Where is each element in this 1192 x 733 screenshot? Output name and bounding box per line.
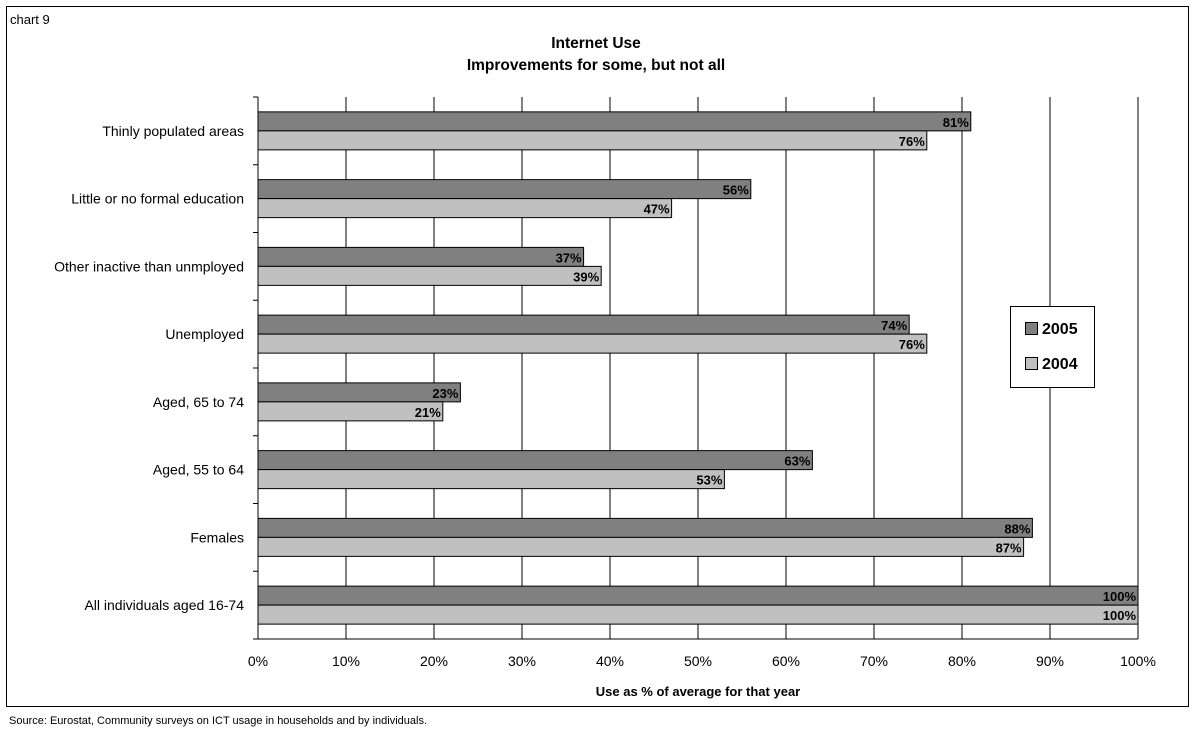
x-tick-label: 40% — [596, 653, 624, 669]
chart-title: Internet Use Improvements for some, but … — [0, 33, 1192, 77]
data-label-2005: 23% — [432, 386, 458, 401]
bar-2005 — [257, 517, 1033, 538]
category-label: Thinly populated areas — [102, 123, 244, 139]
x-tick-label: 20% — [420, 653, 448, 669]
bar-2005 — [257, 314, 910, 335]
data-label-2005: 56% — [723, 183, 749, 198]
x-tick-label: 30% — [508, 653, 536, 669]
x-tick-label: 80% — [948, 653, 976, 669]
x-tick-label: 100% — [1120, 653, 1156, 669]
data-label-2005: 74% — [881, 318, 907, 333]
bar-2004 — [257, 333, 928, 354]
legend-item-2004: 2004 — [1025, 356, 1078, 374]
category-label: Aged, 65 to 74 — [153, 394, 244, 410]
category-label: Little or no formal education — [71, 191, 244, 207]
data-label-2004: 53% — [696, 473, 722, 488]
x-axis-label: Use as % of average for that year — [596, 684, 800, 699]
data-label-2004: 76% — [899, 337, 925, 352]
category-label: All individuals aged 16-74 — [84, 597, 244, 613]
data-label-2004: 47% — [644, 202, 670, 217]
legend-label-2004: 2004 — [1042, 356, 1078, 373]
category-label: Other inactive than unmployed — [54, 258, 244, 274]
bar-2005 — [257, 111, 972, 132]
chart-subtitle: Improvements for some, but not all — [466, 57, 726, 74]
chart-number-label: chart 9 — [10, 12, 50, 27]
legend-item-2005: 2005 — [1025, 321, 1078, 339]
bar-2005 — [257, 382, 461, 403]
data-label-2004: 39% — [573, 269, 599, 284]
bar-2004 — [257, 198, 673, 219]
bar-2005 — [257, 179, 752, 200]
data-label-2005: 63% — [784, 454, 810, 469]
legend-swatch-2005 — [1025, 322, 1038, 335]
bar-2005 — [257, 585, 1139, 606]
x-tick-label: 60% — [772, 653, 800, 669]
bar-2005 — [257, 450, 813, 471]
x-tick-label: 0% — [248, 653, 268, 669]
bar-2005 — [257, 246, 585, 267]
bar-2004 — [257, 265, 602, 286]
bar-2004 — [257, 604, 1139, 625]
bar-2004 — [257, 130, 928, 151]
data-label-2005: 81% — [943, 115, 969, 130]
source-note: Source: Eurostat, Community surveys on I… — [9, 715, 428, 727]
data-label-2005: 37% — [556, 250, 582, 265]
bar-2004 — [257, 401, 444, 422]
x-tick-label: 50% — [684, 653, 712, 669]
bar-2004 — [257, 469, 725, 490]
category-label: Unemployed — [165, 326, 244, 342]
bar-2004 — [257, 536, 1025, 557]
legend-swatch-2004 — [1025, 357, 1038, 370]
data-label-2004: 100% — [1103, 608, 1137, 623]
data-label-2005: 88% — [1004, 521, 1030, 536]
legend-label-2005: 2005 — [1042, 321, 1078, 338]
data-label-2004: 21% — [415, 405, 441, 420]
data-label-2005: 100% — [1103, 589, 1137, 604]
data-label-2004: 76% — [899, 134, 925, 149]
x-tick-label: 90% — [1036, 653, 1064, 669]
category-label: Aged, 55 to 64 — [153, 462, 244, 478]
data-label-2004: 87% — [996, 540, 1022, 555]
x-tick-label: 10% — [332, 653, 360, 669]
chart-legend: 2005 2004 — [1010, 306, 1095, 388]
chart-title-line-1: Internet Use — [551, 35, 641, 52]
x-tick-label: 70% — [860, 653, 888, 669]
category-label: Females — [190, 529, 244, 545]
